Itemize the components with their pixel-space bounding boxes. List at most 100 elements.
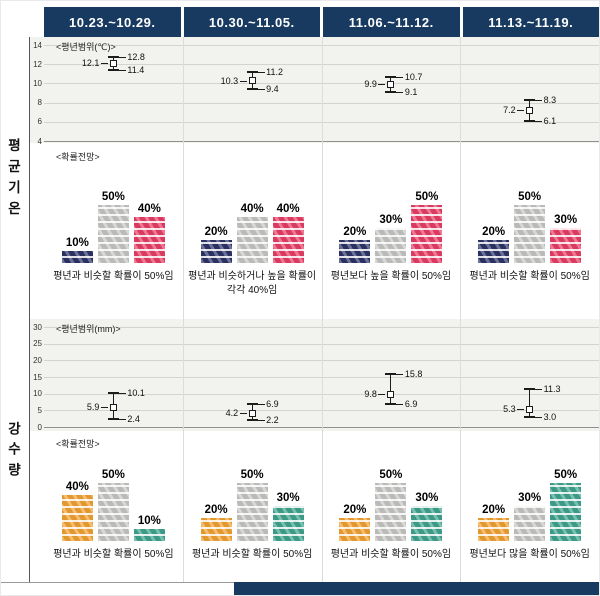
- value-label-low: 2.4: [127, 414, 140, 424]
- probability-bar: 30%: [272, 492, 304, 541]
- value-label-mid: 12.1: [81, 58, 100, 69]
- probability-bar-block: [375, 483, 407, 541]
- axis-tick-label: 30: [33, 322, 42, 332]
- probability-bar: 20%: [200, 503, 232, 541]
- probability-cell: 10% 50% 40% 평년과 비슷할 확률이 50%임: [44, 187, 183, 298]
- value-label-low: 2.2: [266, 414, 279, 425]
- leader-line-low: [535, 120, 543, 122]
- leader-line-mid: [517, 110, 525, 112]
- probability-value: 10%: [137, 515, 161, 528]
- probability-bar: 40%: [61, 481, 93, 541]
- value-label-high: 11.3: [543, 384, 561, 395]
- period-header-row: 10.23.~10.29. 10.30.~11.05. 11.06.~11.12. 1…: [44, 7, 599, 37]
- probability-caption: 평년과 비슷할 확률이 50%임: [53, 549, 174, 560]
- axis-tick-label: 8: [37, 98, 42, 108]
- errorbar-cap-bottom: [524, 416, 536, 418]
- probability-bar-block: [514, 506, 546, 541]
- leader-line-low: [396, 92, 404, 94]
- probability-bars: 20% 50% 30%: [339, 465, 443, 541]
- probability-bar-block: [272, 216, 304, 263]
- axis-tick-label: 15: [33, 372, 42, 382]
- probability-bar-block: [133, 216, 165, 263]
- probability-bar: 50%: [236, 469, 268, 541]
- probability-value: 30%: [554, 214, 578, 227]
- errorbar-line: [529, 389, 531, 417]
- probability-value: 20%: [343, 225, 367, 238]
- probability-bar-block: [339, 239, 371, 263]
- errorbar-line: [390, 374, 392, 404]
- probability-bars: 20% 50% 30%: [200, 465, 304, 541]
- probability-bar-block: [61, 494, 93, 541]
- errorbar-cap-bottom: [385, 91, 397, 94]
- leader-line-mid: [378, 84, 386, 86]
- probability-bar-block: [272, 506, 304, 541]
- probability-value: 20%: [482, 503, 506, 516]
- probability-bar: 30%: [411, 492, 443, 541]
- leader-line-high: [396, 76, 404, 78]
- leader-line-low: [396, 404, 404, 405]
- temperature-range-chart: <평년범위(℃)> 14 12 10 8 6 4 12.8 11.4 12.1 11.2 9.4 10…: [30, 37, 599, 146]
- probability-bar-block: [200, 239, 232, 263]
- probability-outlook-label: <확률전망>: [56, 439, 100, 449]
- errorbar-cap-top: [246, 403, 258, 405]
- axis-tick-label: 12: [33, 59, 42, 69]
- probability-bar: 30%: [550, 214, 582, 263]
- probability-bar-block: [97, 205, 129, 263]
- probability-value: 50%: [101, 191, 125, 203]
- temperature-probability-row: 10% 50% 40% 평년과 비슷할 확률이 50%임 20% 40% 40% 평년과 비슷…: [44, 187, 599, 298]
- probability-bar-block: [550, 228, 582, 263]
- probability-cell: 20% 50% 30% 평년과 비슷할 확률이 50%임: [183, 465, 322, 562]
- value-label-mid: 9.8: [364, 389, 377, 400]
- probability-bar: 40%: [236, 203, 268, 263]
- precipitation-range-chart: <평년범위(mm)> 30 25 20 15 10 5 0 10.1 2.4 5.9 6.9 2.2 4…: [30, 319, 599, 432]
- probability-bars: 20% 30% 50%: [339, 187, 443, 263]
- probability-bars: 10% 50% 40%: [61, 187, 165, 263]
- errorbar-mean-marker: [248, 409, 256, 417]
- probability-caption: 평년보다 높을 확률이 50%임: [330, 271, 452, 282]
- errorbar-mean-marker: [526, 106, 534, 114]
- value-label-high: 10.7: [404, 71, 423, 82]
- probability-cell: 20% 50% 30% 평년과 비슷할 확률이 50%임: [460, 187, 599, 298]
- value-label-low: 6.9: [404, 399, 418, 409]
- leader-line-mid: [239, 413, 247, 414]
- errorbar-cap-top: [385, 373, 397, 376]
- value-label-low: 9.4: [266, 84, 279, 95]
- value-label-high: 8.3: [543, 94, 557, 105]
- probability-bar-block: [61, 251, 93, 263]
- probability-value: 20%: [343, 503, 367, 516]
- leader-line-high: [257, 71, 265, 73]
- axis-tick-label: 10: [33, 389, 42, 399]
- period-cell: 11.13.~11.19.: [462, 7, 599, 37]
- probability-bars: 20% 40% 40%: [200, 187, 304, 263]
- probability-bar-block: [478, 517, 510, 541]
- probability-value: 30%: [276, 492, 300, 505]
- probability-bar-block: [200, 517, 232, 541]
- errorbar-cap-bottom: [524, 119, 536, 122]
- probability-bar: 20%: [478, 226, 510, 263]
- probability-value: 30%: [518, 492, 542, 505]
- probability-bars: 20% 50% 30%: [478, 187, 582, 263]
- probability-bar: 20%: [478, 503, 510, 541]
- errorbar-cap-top: [107, 392, 119, 395]
- probability-cell: 40% 50% 10% 평년과 비슷할 확률이 50%임: [44, 465, 183, 562]
- errorbar-cap-top: [107, 55, 119, 58]
- leader-line-high: [535, 389, 543, 391]
- leader-line-low: [118, 69, 126, 71]
- axis-tick-label: 5: [37, 405, 42, 415]
- probability-bar-block: [236, 483, 268, 541]
- column-separator: [460, 319, 462, 582]
- probability-value: 20%: [204, 503, 228, 516]
- errorbar-mean-marker: [387, 390, 395, 398]
- probability-bar: 50%: [375, 469, 407, 541]
- probability-bar: 30%: [514, 492, 546, 541]
- probability-caption: 평년과 비슷할 확률이 50%임: [53, 271, 174, 282]
- errorbar-mean-marker: [526, 405, 534, 413]
- range-chart-title: <평년범위(℃)>: [56, 42, 116, 52]
- errorbar-cap-bottom: [246, 418, 258, 421]
- leader-line-high: [118, 56, 126, 58]
- probability-value: 40%: [276, 202, 300, 215]
- errorbar-cap-top: [385, 75, 397, 78]
- probability-value: 10%: [65, 237, 89, 250]
- probability-bar: 50%: [411, 191, 443, 263]
